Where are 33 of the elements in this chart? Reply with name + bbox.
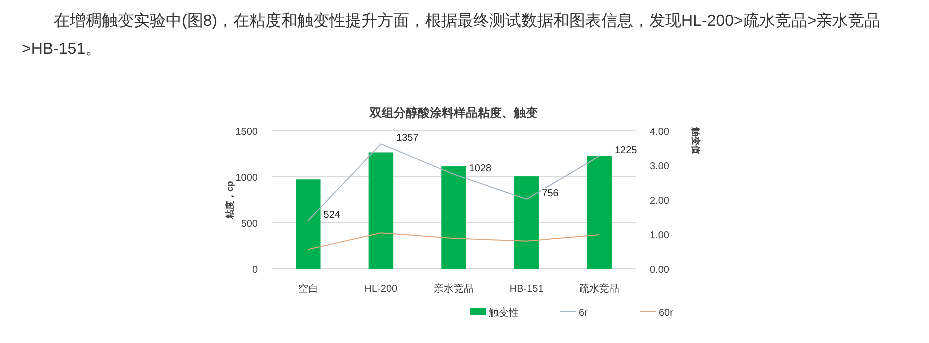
x-tick-label: HL-200 [364,284,398,295]
bar [514,176,540,269]
data-label: 1225 [614,145,638,156]
y-tick-label: 500 [241,219,258,230]
y-tick-label: 0 [252,265,258,276]
y2-tick-label: 3.00 [650,162,670,172]
data-label: 1028 [469,163,492,174]
y-tick-label: 1000 [236,173,258,184]
legend-label: 6r [579,308,589,319]
text: 在增稠触变实验中(图8)，在粘度和触变性提升方面，根据最终测试数据和图表信息，发现HL-200>疏水竞品>亲水竞品>HB-151。 [22,12,882,60]
x-tick-label: 疏水竞品 [580,283,620,295]
bar [296,180,321,269]
x-tick-label: 亲水竞品 [434,283,474,295]
legend-label: 触变性 [489,307,519,319]
y2-tick-label: 2.00 [650,196,670,207]
y2-tick-label: 0.00 [650,265,670,276]
bar [587,156,612,269]
bar [368,152,394,269]
legend-label: 60r [659,308,674,319]
data-label: 756 [542,188,560,200]
chart-title: 双组分醇酸涂料样品粘度、触变 [369,106,538,120]
y2-tick-label: 4.00 [650,127,670,138]
y2-axis-title: 触变值 [691,126,701,154]
data-label: 1357 [396,133,420,144]
y-axis-title: 粘度，cp [225,180,235,220]
x-tick-label: 空白 [298,283,318,295]
y2-tick-label: 1.00 [650,230,670,242]
x-tick-label: HB-151 [510,284,544,295]
bar [442,166,466,269]
data-label: 524 [324,210,341,221]
line-series [308,232,600,250]
y-tick-label: 1500 [236,127,258,138]
line-series [308,144,600,222]
